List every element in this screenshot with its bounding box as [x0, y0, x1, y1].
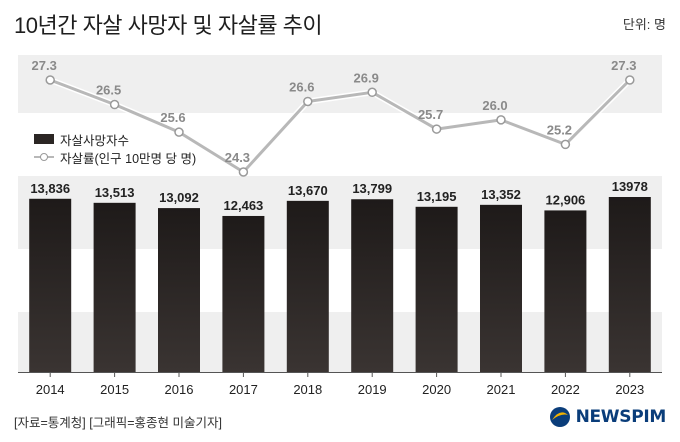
background-band: [18, 55, 662, 113]
line-value-label: 27.3: [32, 58, 57, 73]
legend-bar-swatch: [34, 134, 54, 144]
bar-value-label: 13,513: [95, 185, 135, 200]
bar: [29, 198, 72, 372]
line-value-label: 25.2: [547, 122, 572, 137]
line-value-label: 27.3: [611, 58, 636, 73]
bar-value-label: 13,799: [352, 181, 392, 196]
x-tick-label: 2016: [165, 382, 194, 397]
bar-series: [29, 197, 651, 372]
bar: [222, 215, 265, 372]
bar-value-label: 13,195: [417, 189, 457, 204]
brand-name: NEWSPIM: [575, 407, 667, 427]
x-tick-label: 2020: [422, 382, 451, 397]
line-value-label: 26.0: [482, 98, 507, 113]
legend-line-label: 자살률(인구 10만명 당 명): [60, 151, 197, 166]
line-point: [174, 127, 184, 137]
x-tick-label: 2019: [358, 382, 387, 397]
bar-value-label: 12,463: [224, 198, 264, 213]
bar: [351, 199, 394, 372]
bar-value-label: 13,836: [30, 181, 70, 196]
line-point: [238, 167, 249, 177]
line-data-labels: 27.3 26.5 25.6 24.3 26.6 26.9 25.7 26.0 25.2 27.3: [32, 58, 637, 165]
brand-logo: NEWSPIM: [549, 406, 666, 428]
line-value-label: 26.9: [354, 70, 379, 85]
line-value-label: 24.3: [225, 150, 250, 165]
bar-value-label: 13978: [612, 179, 648, 194]
bar: [480, 204, 522, 372]
line-value-label: 26.5: [96, 83, 121, 98]
line-point: [45, 75, 55, 85]
bar: [544, 210, 587, 372]
line-value-label: 25.6: [160, 110, 185, 125]
line-value-label: 25.7: [418, 107, 443, 122]
bar-data-labels: 13,836 13,513 13,092 12,463 13,670 13,799 13,1…: [30, 179, 648, 213]
bar: [158, 208, 200, 372]
line-point: [496, 115, 506, 125]
x-tick-label: 2015: [100, 382, 129, 397]
legend: 자살사망자수 자살률(인구 10만명 당 명): [34, 130, 196, 166]
line-point: [431, 124, 442, 134]
bar-value-label: 13,092: [159, 190, 199, 205]
x-tick-label: 2023: [615, 382, 644, 397]
bar: [415, 206, 458, 372]
x-tick-label: 2018: [293, 382, 322, 397]
line-point: [303, 96, 313, 107]
x-tick-label: 2022: [551, 382, 580, 397]
bar: [286, 200, 329, 372]
bar: [93, 202, 136, 372]
line-point: [625, 75, 635, 85]
x-axis: 2014 2015 2016 2017 2018 2019 2020 2021 2022 2023: [18, 372, 662, 397]
page-title: 10년간 자살 사망자 및 자살률 추이: [14, 13, 323, 38]
line-point: [367, 87, 377, 98]
legend-item-bar: 자살사망자수: [34, 130, 196, 148]
line-value-label: 26.6: [289, 79, 314, 94]
bar-value-label: 12,906: [546, 192, 586, 207]
legend-bar-label: 자살사망자수: [60, 133, 130, 148]
bar-value-label: 13,670: [288, 183, 328, 198]
x-tick-label: 2021: [487, 382, 516, 397]
x-tick-label: 2017: [229, 382, 258, 397]
line-point: [560, 139, 571, 150]
newspim-logo-icon: [549, 407, 570, 427]
legend-item-line: 자살률(인구 10만명 당 명): [34, 148, 196, 166]
line-series: [45, 75, 635, 177]
footer-credit: [자료=통계청] [그래픽=홍종현 미술기자]: [14, 416, 222, 430]
line-point: [109, 99, 120, 110]
unit-label: 단위: 명: [622, 17, 666, 32]
bar-value-label: 13,352: [481, 187, 521, 202]
x-tick-label: 2014: [36, 382, 65, 397]
bar: [608, 197, 651, 372]
series-line: [49, 78, 631, 174]
legend-line-swatch: [34, 152, 54, 162]
